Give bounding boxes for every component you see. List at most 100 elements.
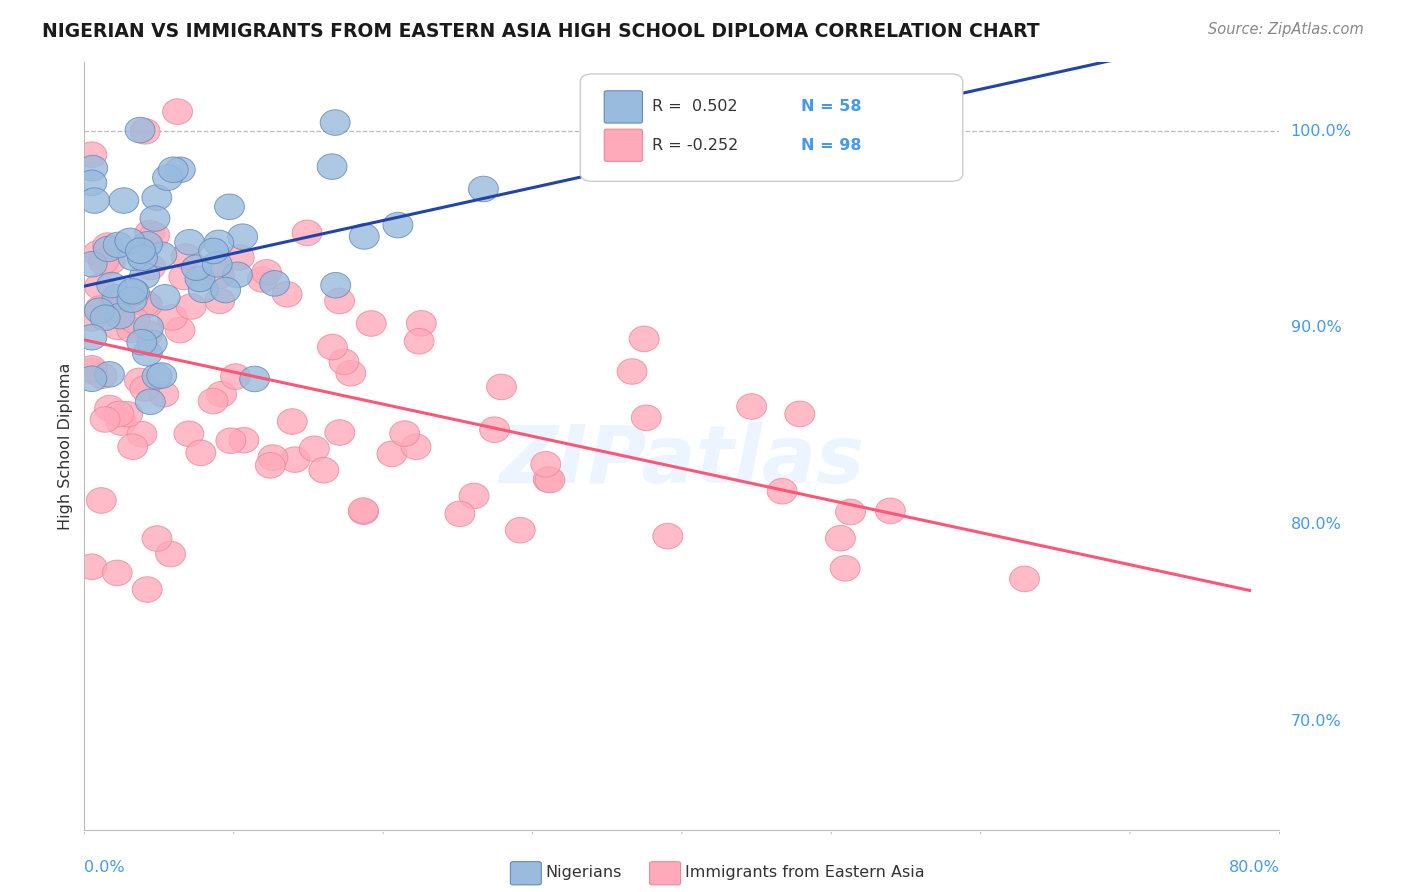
Ellipse shape <box>349 498 378 524</box>
Ellipse shape <box>389 421 419 446</box>
Ellipse shape <box>207 382 236 407</box>
Ellipse shape <box>108 188 139 213</box>
Ellipse shape <box>146 242 177 268</box>
Ellipse shape <box>217 428 246 453</box>
Ellipse shape <box>202 252 232 277</box>
Ellipse shape <box>125 368 155 393</box>
Ellipse shape <box>115 228 145 253</box>
Ellipse shape <box>138 330 167 356</box>
Ellipse shape <box>150 285 180 310</box>
Ellipse shape <box>239 366 270 392</box>
Ellipse shape <box>505 517 536 543</box>
Ellipse shape <box>229 427 259 453</box>
Ellipse shape <box>205 263 235 288</box>
Ellipse shape <box>77 252 107 277</box>
Ellipse shape <box>94 395 125 421</box>
Ellipse shape <box>100 291 131 317</box>
Ellipse shape <box>127 329 156 355</box>
Ellipse shape <box>460 483 489 508</box>
Ellipse shape <box>325 420 354 445</box>
Text: Nigerians: Nigerians <box>546 865 621 880</box>
Ellipse shape <box>125 118 155 143</box>
Ellipse shape <box>132 341 162 366</box>
Ellipse shape <box>84 298 114 324</box>
Ellipse shape <box>159 157 188 183</box>
Ellipse shape <box>117 317 146 343</box>
Ellipse shape <box>309 458 339 483</box>
Ellipse shape <box>198 388 228 414</box>
Ellipse shape <box>277 409 307 434</box>
Ellipse shape <box>153 165 183 191</box>
Ellipse shape <box>77 155 108 181</box>
Ellipse shape <box>404 328 434 354</box>
Ellipse shape <box>77 325 107 350</box>
Ellipse shape <box>188 277 218 302</box>
Ellipse shape <box>127 421 157 447</box>
Ellipse shape <box>1010 566 1039 591</box>
Ellipse shape <box>117 287 148 312</box>
Ellipse shape <box>835 500 866 524</box>
Ellipse shape <box>479 417 509 442</box>
Ellipse shape <box>157 305 187 330</box>
Ellipse shape <box>77 170 107 195</box>
Ellipse shape <box>118 278 148 304</box>
Ellipse shape <box>737 393 766 419</box>
Ellipse shape <box>468 177 498 202</box>
Ellipse shape <box>382 212 413 238</box>
Ellipse shape <box>336 360 366 386</box>
Ellipse shape <box>292 220 322 245</box>
Ellipse shape <box>142 525 172 551</box>
Text: 90.0%: 90.0% <box>1291 320 1341 335</box>
Text: 0.0%: 0.0% <box>84 860 125 875</box>
Ellipse shape <box>141 206 170 231</box>
Ellipse shape <box>318 334 347 359</box>
Ellipse shape <box>80 188 110 213</box>
Ellipse shape <box>785 401 814 426</box>
Text: 70.0%: 70.0% <box>1291 714 1341 729</box>
Text: Source: ZipAtlas.com: Source: ZipAtlas.com <box>1208 22 1364 37</box>
Ellipse shape <box>172 244 201 269</box>
Ellipse shape <box>90 305 120 331</box>
Ellipse shape <box>536 467 565 492</box>
Ellipse shape <box>186 266 215 292</box>
Ellipse shape <box>174 229 204 255</box>
Ellipse shape <box>96 249 125 275</box>
Ellipse shape <box>198 238 229 264</box>
Ellipse shape <box>631 405 661 431</box>
Text: N = 98: N = 98 <box>801 137 862 153</box>
Ellipse shape <box>77 358 107 384</box>
Y-axis label: High School Diploma: High School Diploma <box>58 362 73 530</box>
FancyBboxPatch shape <box>605 129 643 161</box>
Text: Immigrants from Eastern Asia: Immigrants from Eastern Asia <box>685 865 924 880</box>
Text: NIGERIAN VS IMMIGRANTS FROM EASTERN ASIA HIGH SCHOOL DIPLOMA CORRELATION CHART: NIGERIAN VS IMMIGRANTS FROM EASTERN ASIA… <box>42 22 1040 41</box>
Ellipse shape <box>83 241 112 266</box>
Text: 80.0%: 80.0% <box>1291 517 1341 533</box>
Ellipse shape <box>125 238 155 263</box>
Ellipse shape <box>120 308 150 334</box>
Ellipse shape <box>876 498 905 524</box>
Ellipse shape <box>260 270 290 296</box>
Ellipse shape <box>349 224 380 249</box>
Ellipse shape <box>228 224 257 250</box>
Ellipse shape <box>257 445 288 470</box>
Ellipse shape <box>256 452 285 478</box>
Text: R =  0.502: R = 0.502 <box>652 99 738 114</box>
Ellipse shape <box>77 554 107 580</box>
Text: N = 58: N = 58 <box>801 99 862 114</box>
Ellipse shape <box>107 409 136 435</box>
Ellipse shape <box>166 157 195 183</box>
Ellipse shape <box>830 556 860 581</box>
Ellipse shape <box>77 142 107 168</box>
Ellipse shape <box>280 447 309 473</box>
Ellipse shape <box>90 407 120 433</box>
Ellipse shape <box>103 232 134 258</box>
Ellipse shape <box>97 272 127 298</box>
Text: ZIPatlas: ZIPatlas <box>499 422 865 500</box>
Ellipse shape <box>84 274 114 300</box>
Ellipse shape <box>135 389 166 415</box>
Ellipse shape <box>139 222 170 248</box>
Ellipse shape <box>825 525 855 551</box>
Ellipse shape <box>103 285 132 310</box>
Ellipse shape <box>204 230 233 256</box>
Ellipse shape <box>131 119 160 145</box>
